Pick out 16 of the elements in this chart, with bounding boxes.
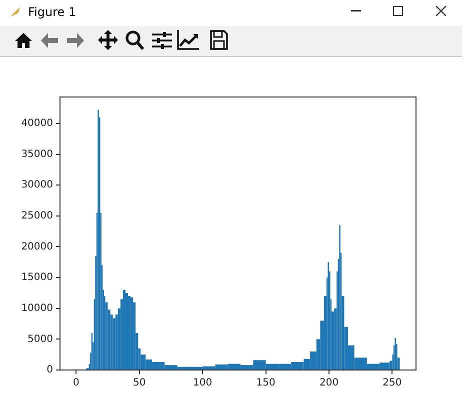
x-tick-label: 100 bbox=[193, 378, 212, 389]
y-tick-label: 5000 bbox=[28, 334, 53, 345]
y-tick-label: 10000 bbox=[21, 302, 53, 314]
caption: Figure 1 bbox=[28, 5, 76, 19]
x-tick-label: 250 bbox=[382, 378, 402, 389]
x-tick-label: 0 bbox=[72, 378, 80, 389]
y-tick-label: 40000 bbox=[21, 118, 53, 130]
y-tick-label: 15000 bbox=[21, 272, 53, 284]
y-tick-label: 30000 bbox=[21, 180, 53, 191]
x-tick-label: 200 bbox=[319, 378, 339, 389]
y-tick-label: 20000 bbox=[21, 241, 53, 252]
x-tick-label: 50 bbox=[133, 378, 146, 389]
y-tick-label: 25000 bbox=[21, 210, 53, 222]
y-tick-label: 0 bbox=[46, 364, 53, 376]
x-tick-label: 150 bbox=[256, 378, 276, 389]
y-tick-label: 35000 bbox=[21, 148, 53, 160]
